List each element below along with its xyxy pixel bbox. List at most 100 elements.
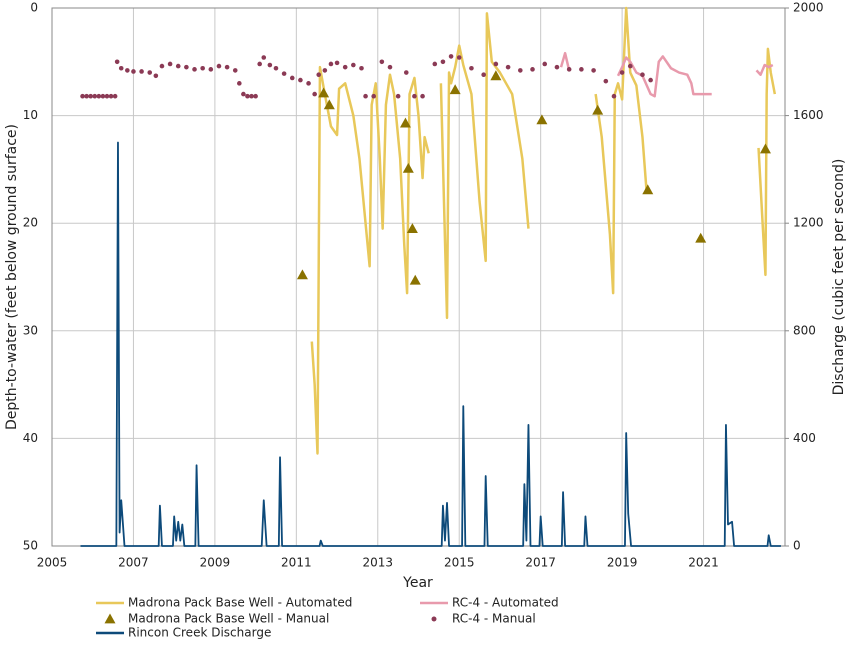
manual-dot: [603, 78, 609, 84]
manual-dot: [273, 65, 279, 71]
x-tick-label: 2011: [281, 556, 312, 570]
manual-triangle: [409, 274, 421, 285]
manual-dot: [542, 61, 548, 67]
manual-dot: [216, 63, 222, 69]
x-tick-label: 2007: [118, 556, 149, 570]
manual-dot: [627, 63, 633, 69]
y2-tick-label: 2000: [793, 1, 824, 15]
manual-dot: [88, 93, 93, 99]
manual-dot: [456, 55, 462, 60]
manual-dot: [261, 55, 267, 60]
y-tick-label: 50: [23, 539, 38, 553]
manual-dot: [611, 93, 617, 99]
manual-dot: [298, 77, 303, 83]
manual-dot: [184, 64, 189, 70]
x-tick-label: 2009: [200, 556, 231, 570]
manual-dot: [306, 81, 311, 86]
y2-tick-label: 400: [793, 431, 816, 445]
x-tick-label: 2017: [525, 556, 556, 570]
y-tick-label: 20: [23, 216, 38, 230]
manual-dot: [530, 67, 535, 72]
manual-dot: [257, 61, 262, 67]
manual-dot: [432, 61, 438, 67]
manual-dot: [237, 81, 242, 86]
y2-tick-label: 1600: [793, 108, 824, 122]
manual-dot: [328, 61, 334, 67]
manual-dot: [469, 65, 474, 71]
manual-dot: [316, 72, 322, 78]
manual-dot: [554, 64, 560, 70]
manual-dot: [100, 93, 106, 99]
manual-dot: [245, 93, 250, 99]
manual-dot: [395, 93, 401, 99]
legend-label: Madrona Pack Base Well - Manual: [128, 612, 329, 626]
y2-tick-label: 0: [793, 539, 801, 553]
manual-dot: [342, 64, 348, 70]
y2-tick-label: 800: [793, 323, 816, 337]
manual-dot: [322, 68, 328, 73]
x-tick-label: 2021: [688, 556, 719, 570]
manual-dot: [481, 72, 486, 78]
manual-dot: [412, 93, 417, 99]
manual-triangle: [318, 87, 330, 98]
manual-dot: [420, 93, 425, 99]
manual-dot: [114, 59, 120, 65]
manual-dot: [289, 75, 295, 81]
manual-dot: [387, 64, 393, 70]
y-tick-label: 30: [23, 323, 38, 337]
manual-dot: [371, 93, 377, 99]
manual-dot: [312, 91, 317, 97]
manual-dot: [175, 63, 181, 69]
manual-triangle: [490, 70, 502, 81]
x-tick-label: 2015: [444, 556, 475, 570]
manual-dot: [267, 62, 273, 68]
manual-dot: [192, 67, 197, 72]
y2-axis-label: Discharge (cubic feet per second): [831, 159, 847, 396]
manual-dot: [359, 65, 364, 71]
legend-label: Madrona Pack Base Well - Automated: [128, 596, 352, 610]
manual-dot: [153, 73, 159, 79]
manual-dot: [104, 93, 110, 99]
y-tick-label: 10: [23, 108, 38, 122]
manual-triangle: [449, 84, 461, 95]
manual-dot: [241, 91, 246, 97]
manual-dot: [84, 93, 89, 99]
manual-dot: [139, 69, 144, 74]
manual-dot: [167, 61, 173, 67]
manual-triangle: [323, 99, 335, 110]
y-tick-label: 40: [23, 431, 38, 445]
manual-dot: [403, 70, 409, 75]
legend-label: RC-4 - Manual: [452, 612, 536, 626]
x-axis-label: Year: [402, 575, 433, 591]
manual-dot: [112, 93, 118, 99]
manual-triangle: [695, 232, 707, 243]
series-line: [559, 51, 774, 98]
x-tick-label: 2019: [607, 556, 638, 570]
manual-dot: [108, 93, 114, 99]
manual-triangle: [402, 162, 414, 173]
manual-dot: [200, 65, 205, 71]
manual-dot: [648, 77, 653, 83]
manual-dot: [281, 71, 287, 76]
manual-triangle: [296, 269, 308, 280]
manual-dot: [363, 93, 368, 99]
manual-dot: [493, 61, 499, 67]
legend-swatch: [431, 616, 437, 622]
manual-dot: [379, 59, 385, 65]
y2-tick-label: 1200: [793, 216, 824, 230]
manual-dot: [118, 65, 124, 71]
manual-dot: [80, 93, 85, 99]
manual-triangle: [642, 184, 654, 195]
manual-dot: [640, 72, 645, 78]
manual-dot: [591, 68, 596, 73]
legend-swatch: [104, 613, 116, 624]
manual-dot: [518, 68, 523, 73]
manual-triangle: [406, 223, 418, 233]
series-line: [310, 6, 777, 455]
manual-dot: [131, 69, 136, 74]
manual-dot: [334, 60, 340, 66]
manual-dot: [440, 59, 446, 65]
manual-dot: [448, 54, 454, 59]
manual-dot: [579, 67, 584, 72]
